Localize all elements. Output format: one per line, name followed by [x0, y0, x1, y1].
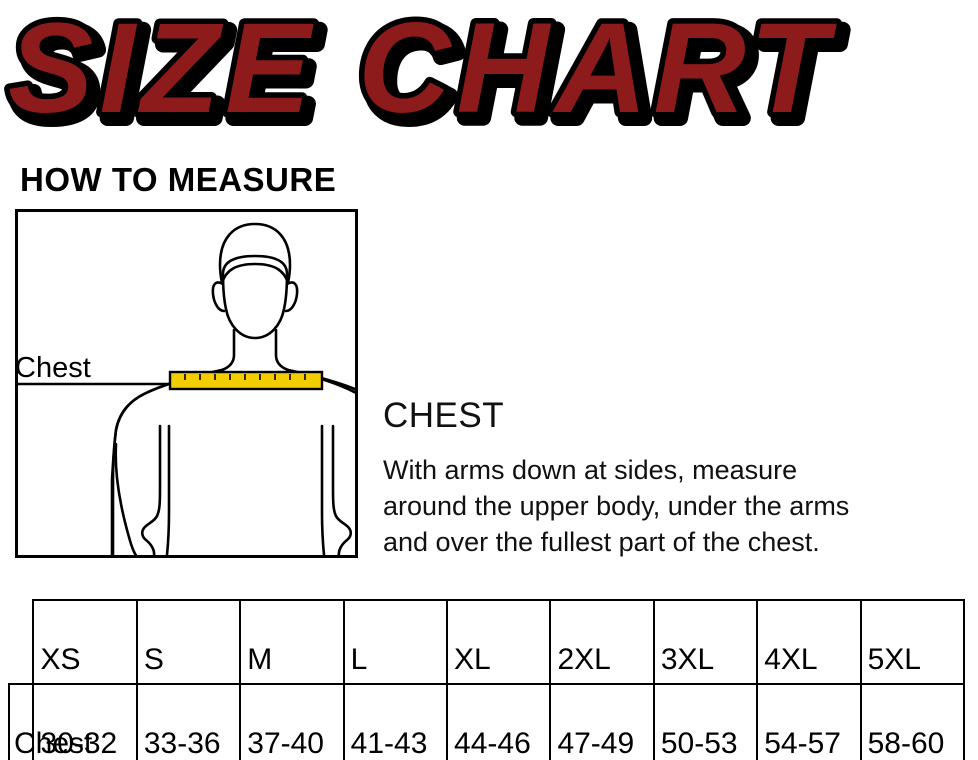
table-cell-chest-l: 41-43: [342, 683, 449, 760]
figure-trunk-right: [320, 424, 326, 555]
table-cell-chest-5xl: 58-60: [859, 683, 966, 760]
description-body: With arms down at sides, measure around …: [383, 452, 963, 560]
figure-ear-left: [211, 281, 226, 313]
figure-torso: [110, 368, 355, 555]
table-header-l: L: [342, 599, 449, 685]
tape-measure-icon: [168, 370, 324, 391]
table-header-4xl: 4XL: [756, 599, 862, 685]
table-cell-chest-s: 33-36: [135, 683, 242, 760]
table-cell-chest-xl: 44-46: [446, 683, 552, 760]
table-header-2xl: 2XL: [549, 599, 655, 685]
description-heading: CHEST: [383, 396, 505, 435]
description-line-1: With arms down at sides, measure: [383, 455, 798, 485]
table-corner-cell: [9, 600, 33, 684]
description-line-2: around the upper body, under the arms: [383, 491, 850, 521]
table-row: Chest 30-32 33-36 37-40 41-43 44-46 47-4…: [7, 683, 966, 760]
page-title-shadow: SIZE CHART: [14, 3, 844, 146]
table-header-xs: XS: [32, 599, 138, 685]
figure-neck: [220, 328, 290, 372]
size-table: XS S M L XL 2XL 3XL 4XL 5XL Chest 30-32 …: [7, 599, 966, 760]
figure-hair: [218, 222, 292, 285]
table-row-label-chest: Chest: [7, 683, 92, 760]
table-header-5xl: 5XL: [859, 599, 966, 685]
description-line-3: and over the fullest part of the chest.: [383, 527, 820, 557]
page-title-text: SIZE CHART: [8, 0, 838, 140]
chest-measure-label: Chest: [15, 352, 91, 384]
table-header-m: M: [239, 599, 345, 685]
table-header-3xl: 3XL: [652, 599, 759, 685]
table-header-xl: XL: [446, 599, 552, 685]
figure-body-outline-right: [286, 368, 355, 394]
figure-ear-right: [284, 281, 299, 313]
table-cell-chest-2xl: 47-49: [549, 683, 655, 760]
measurement-illustration-box: [15, 209, 358, 558]
how-to-measure-heading: HOW TO MEASURE: [20, 161, 337, 198]
table-header-s: S: [135, 599, 242, 685]
page-title: SIZE CHART SIZE CHART: [0, 0, 978, 150]
figure-trunk-left: [165, 424, 171, 555]
figure-arm-left: [114, 424, 162, 555]
table-header-row: XS S M L XL 2XL 3XL 4XL 5XL: [9, 599, 966, 685]
table-cell-chest-m: 37-40: [239, 683, 345, 760]
table-cell-chest-3xl: 50-53: [652, 683, 759, 760]
figure-arm-right: [331, 424, 353, 555]
figure-face: [221, 254, 289, 340]
table-cell-chest-4xl: 54-57: [756, 683, 862, 760]
table-cell-chest-xs: 30-32: [32, 683, 138, 760]
